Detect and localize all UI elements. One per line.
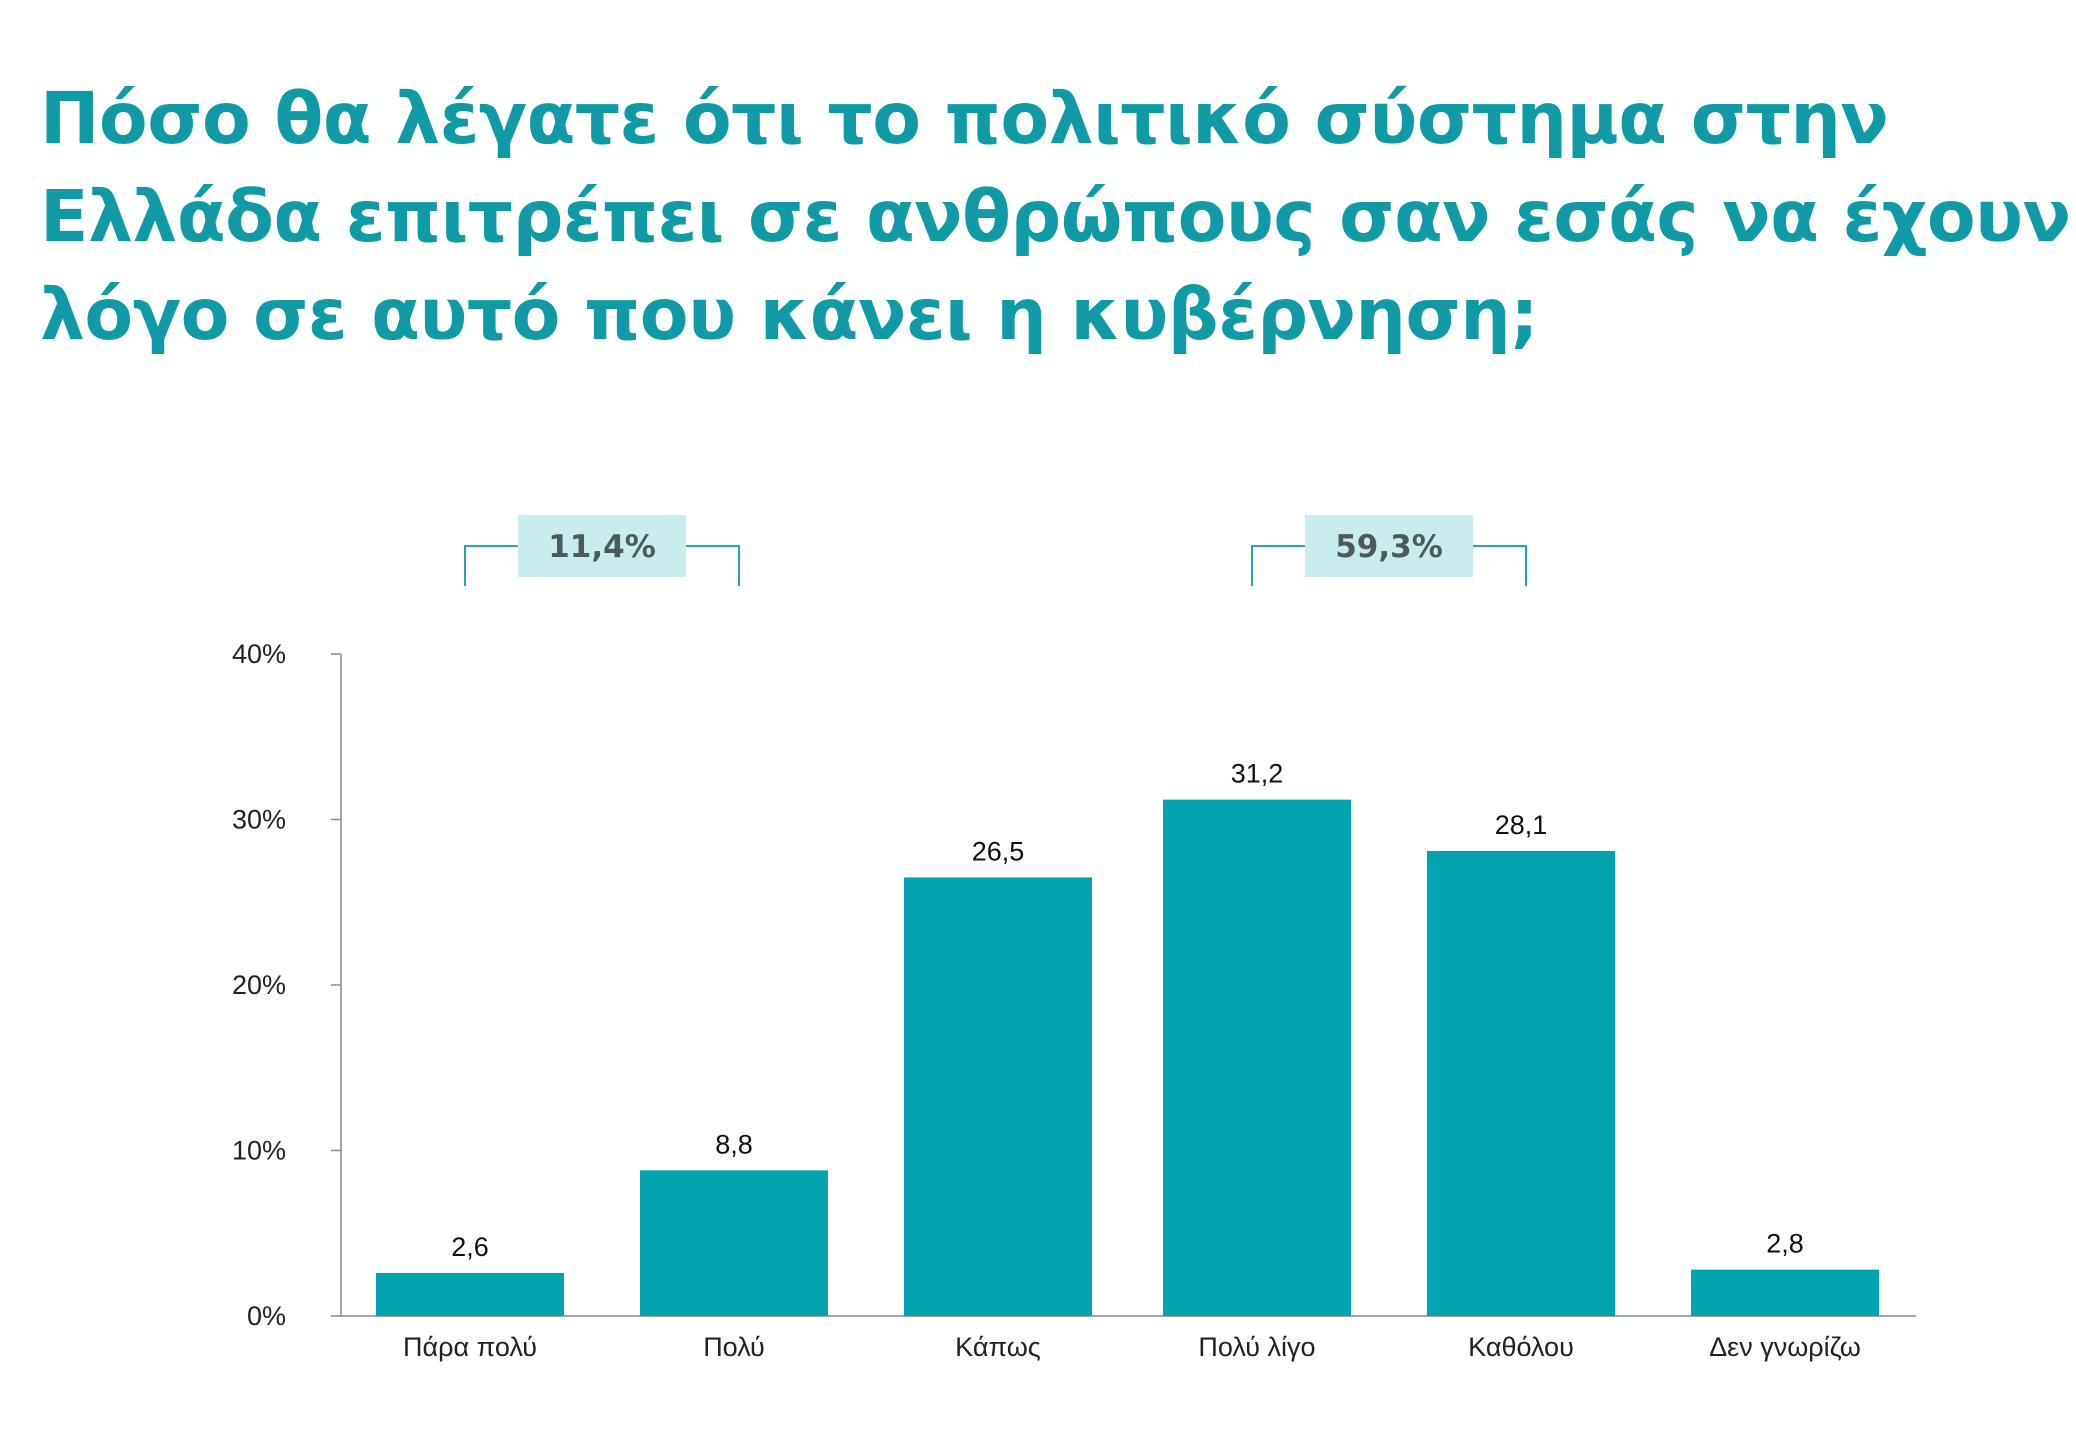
chart-title: Πόσο θα λέγατε ότι το πολιτικό σύστημα σ… xyxy=(40,70,2071,364)
bar-value-label: 26,5 xyxy=(972,836,1025,866)
bar-value-label: 31,2 xyxy=(1231,759,1284,789)
chart-title-line-1: Πόσο θα λέγατε ότι το πολιτικό σύστημα σ… xyxy=(40,77,1889,160)
group-bracket-right xyxy=(1473,545,1527,586)
bar-value-label: 2,6 xyxy=(451,1232,489,1262)
x-tick-label: Πάρα πολύ xyxy=(403,1332,537,1362)
group-total-box xyxy=(518,515,686,577)
bar xyxy=(1427,850,1615,1316)
chart-title-line-3: λόγο σε αυτό που κάνει η κυβέρνηση; xyxy=(40,273,1539,356)
bar xyxy=(904,877,1092,1316)
group-total-label: 59,3% xyxy=(1335,529,1443,565)
bar-value-label: 8,8 xyxy=(715,1129,753,1159)
y-tick-label: 30% xyxy=(232,805,286,835)
group-bracket-left xyxy=(464,545,518,586)
bar xyxy=(1691,1269,1879,1316)
bar xyxy=(376,1272,564,1316)
x-tick-label: Κάπως xyxy=(955,1332,1041,1362)
x-tick-label: Πολύ λίγο xyxy=(1198,1332,1315,1362)
y-tick-label: 10% xyxy=(232,1136,286,1166)
x-tick-label: Πολύ xyxy=(703,1332,765,1362)
group-total-box xyxy=(1305,515,1473,577)
group-brackets: 11,4% 59,3% xyxy=(464,515,1527,586)
group-total-label: 11,4% xyxy=(548,529,656,565)
chart-title-line-2: Ελλάδα επιτρέπει σε ανθρώπους σαν εσάς ν… xyxy=(40,175,2071,258)
bar xyxy=(640,1170,828,1316)
bar-value-label: 2,8 xyxy=(1766,1229,1804,1259)
bar xyxy=(1163,799,1351,1316)
y-tick-label: 40% xyxy=(232,639,286,669)
x-tick-label: Δεν γνωρίζω xyxy=(1709,1332,1861,1362)
chart-axes: 0% 10% 20% 30% 40% xyxy=(232,639,1916,1331)
bar-value-label: 28,1 xyxy=(1495,810,1548,840)
x-tick-label: Καθόλου xyxy=(1468,1332,1574,1362)
y-tick-label: 20% xyxy=(232,970,286,1000)
group-bracket-right xyxy=(686,545,740,586)
group-bracket-left xyxy=(1251,545,1305,586)
y-tick-label: 0% xyxy=(247,1301,286,1331)
chart-bars: 2,6 Πάρα πολύ 8,8 Πολύ 26,5 Κάπως 31,2 Πολύ λίγ… xyxy=(376,759,1879,1362)
